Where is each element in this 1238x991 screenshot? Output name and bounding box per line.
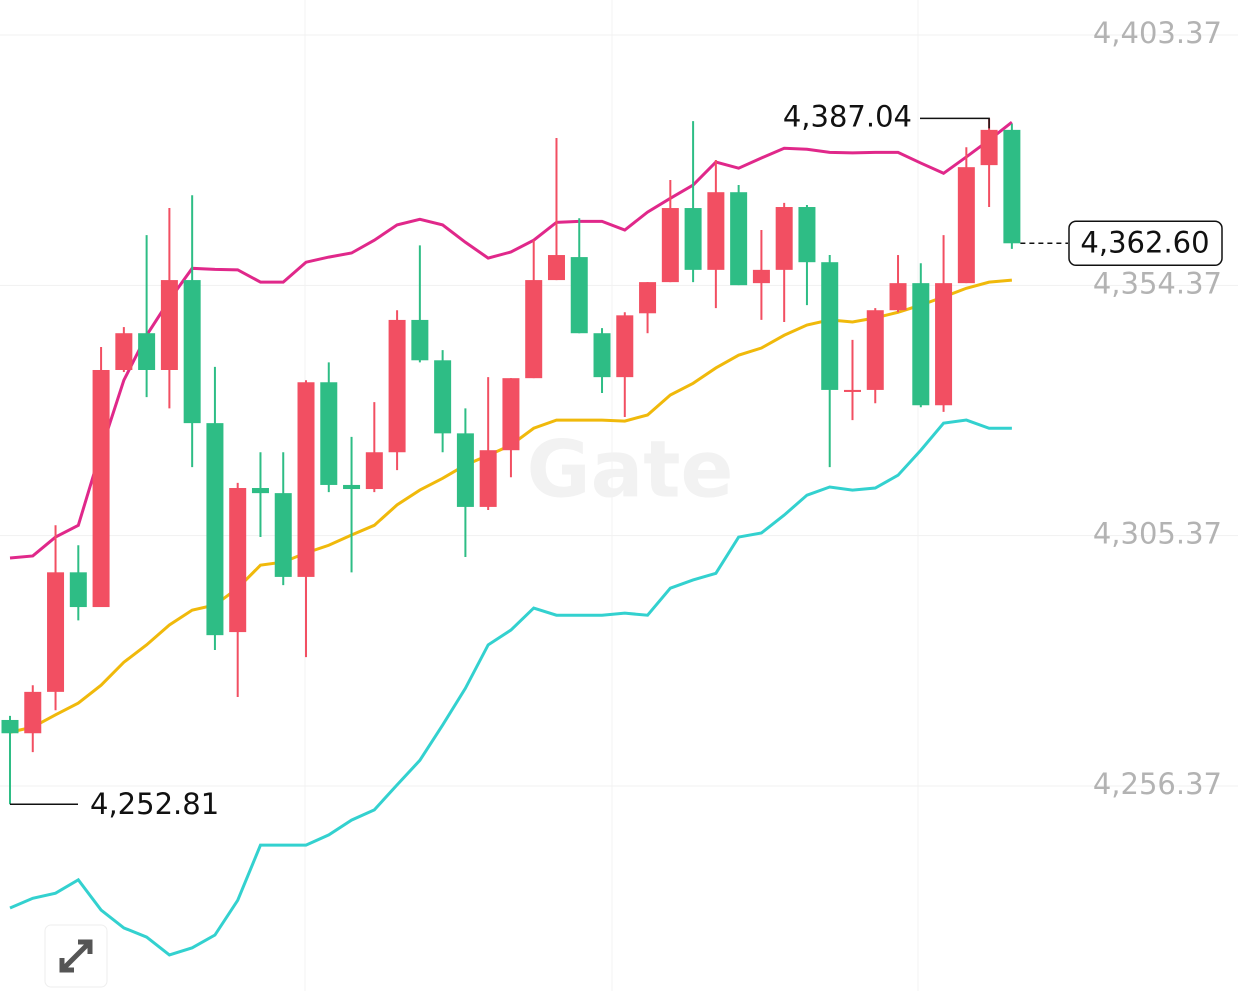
candle-body xyxy=(251,488,269,494)
y-tick-label: 4,256.37 xyxy=(1093,767,1222,801)
candle-body xyxy=(639,282,657,314)
candle-body xyxy=(502,378,520,451)
y-tick-label: 4,305.37 xyxy=(1093,517,1222,551)
candle-body xyxy=(843,389,861,392)
candle-body xyxy=(365,452,383,490)
band-line xyxy=(9,121,1013,560)
candle-body xyxy=(616,315,634,378)
candle-body xyxy=(547,255,565,281)
candle-body xyxy=(752,269,770,284)
candle-body xyxy=(320,382,338,485)
candle-body xyxy=(525,280,543,379)
candle-body xyxy=(593,333,611,378)
candle-body xyxy=(775,207,793,270)
candle-body xyxy=(730,192,748,286)
candle-body xyxy=(434,360,452,434)
candle-body xyxy=(183,280,201,424)
candle-body xyxy=(684,208,702,270)
candle-body xyxy=(479,450,497,507)
candle-body xyxy=(115,333,133,370)
candle-body xyxy=(274,493,292,577)
candle-body xyxy=(160,280,178,370)
candle-body xyxy=(1003,129,1021,244)
high-marker xyxy=(920,117,990,129)
candle-body xyxy=(889,283,907,311)
candle-body xyxy=(343,484,361,490)
last-price-label: 4,362.60 xyxy=(1080,225,1209,259)
candle-body xyxy=(47,572,65,692)
candle-body xyxy=(92,369,110,608)
band-line xyxy=(9,418,1012,957)
candle-body xyxy=(1,719,19,734)
candle-body xyxy=(821,262,839,390)
y-tick-label: 4,403.37 xyxy=(1093,16,1222,50)
candle-body xyxy=(69,572,87,608)
candle-body xyxy=(138,333,156,370)
low-label: 4,252.81 xyxy=(90,787,219,821)
candle-body xyxy=(297,382,315,577)
candle-body xyxy=(570,257,588,334)
candle-body xyxy=(229,488,247,633)
candle-body xyxy=(411,319,429,361)
y-tick-label: 4,354.37 xyxy=(1093,266,1222,300)
candle-body xyxy=(661,208,679,283)
expand-button[interactable] xyxy=(44,924,108,988)
high-label: 4,387.04 xyxy=(783,99,912,133)
candle-body xyxy=(456,433,474,507)
last-price-box xyxy=(1068,220,1223,267)
candle-body xyxy=(935,283,953,406)
candle-body xyxy=(206,423,224,636)
candle-body xyxy=(388,319,406,453)
candle-body xyxy=(957,167,975,284)
band-line xyxy=(9,278,1013,734)
candle-body xyxy=(24,691,42,734)
candle-body xyxy=(798,207,816,263)
candle-body xyxy=(866,310,884,390)
candle-body xyxy=(912,283,930,406)
candle-body xyxy=(707,192,725,270)
watermark: Gate xyxy=(527,425,734,515)
candle-body xyxy=(980,129,998,166)
